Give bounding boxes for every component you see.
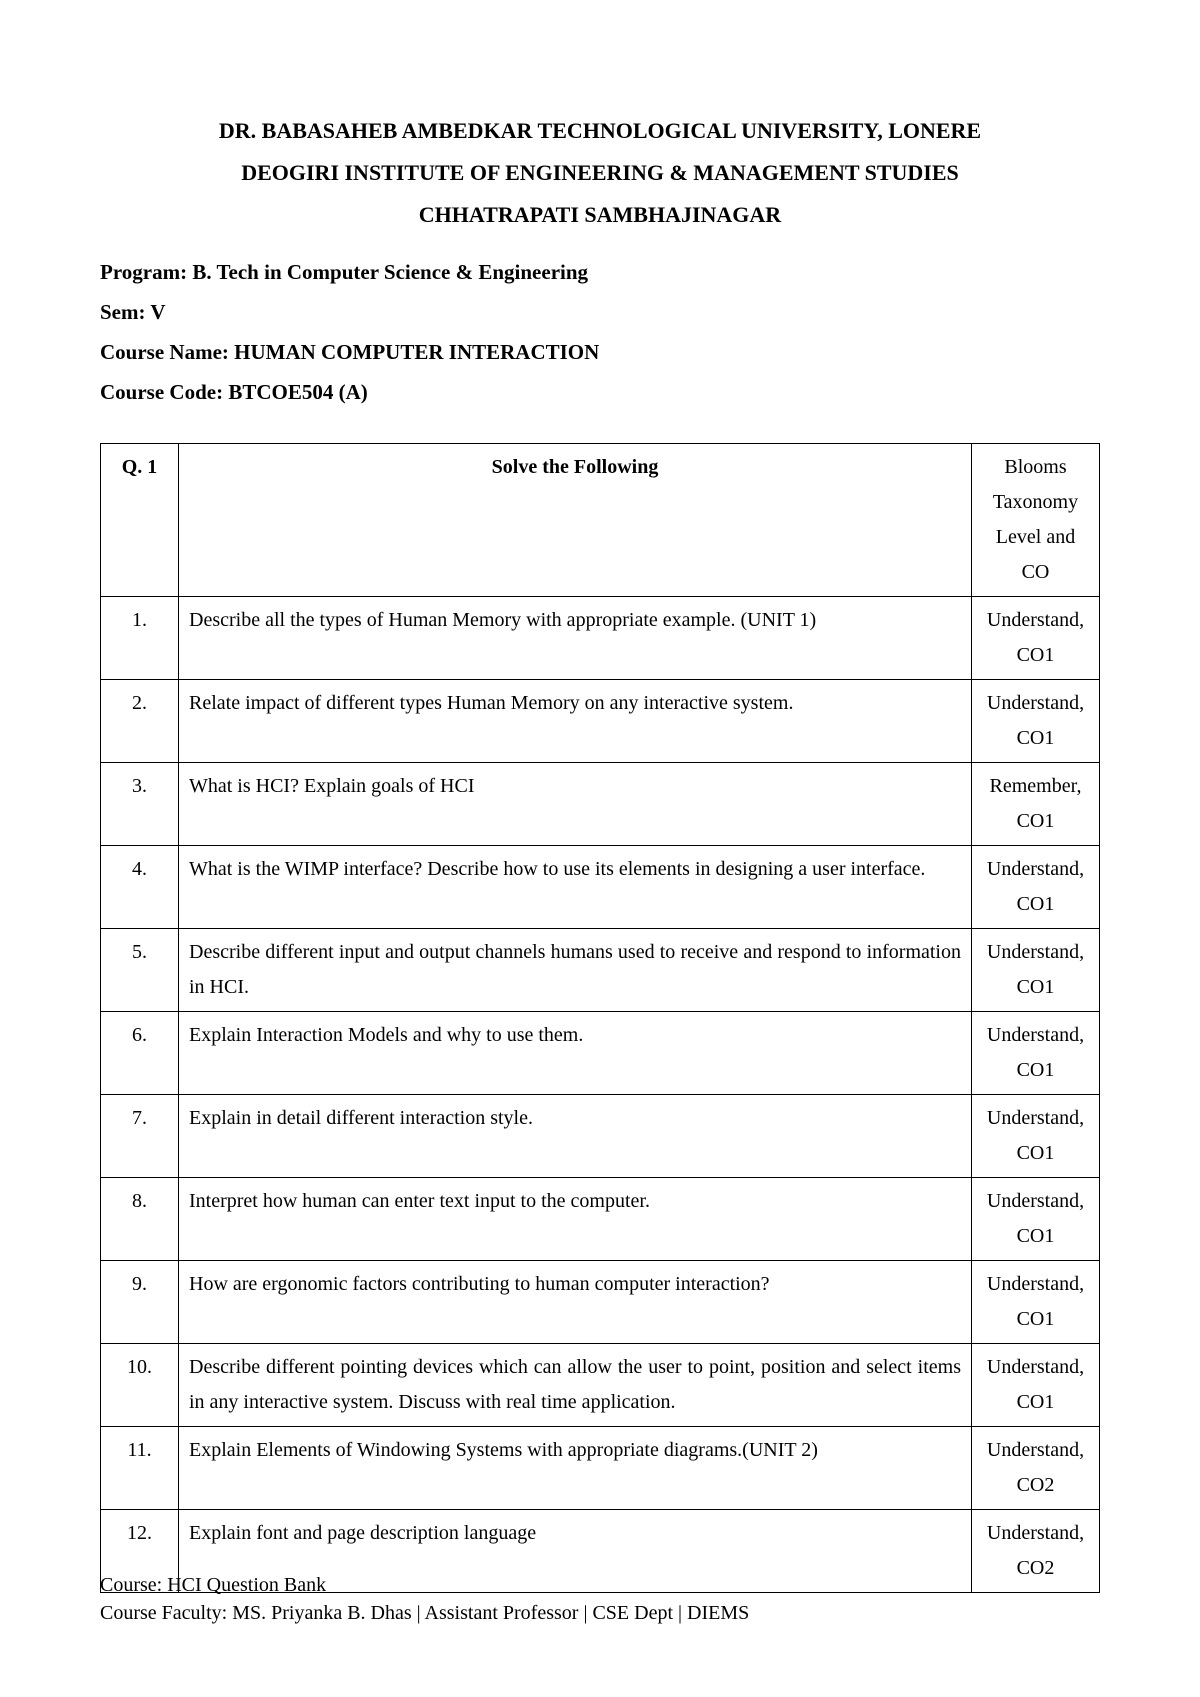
table-row: 4.What is the WIMP interface? Describe h… <box>101 845 1100 928</box>
table-row: 8.Interpret how human can enter text inp… <box>101 1177 1100 1260</box>
table-row: 2.Relate impact of different types Human… <box>101 679 1100 762</box>
blooms-level: Understand, CO1 <box>972 596 1100 679</box>
question-text: Explain Elements of Windowing Systems wi… <box>179 1426 972 1509</box>
question-text: What is HCI? Explain goals of HCI <box>179 762 972 845</box>
document-header: DR. BABASAHEB AMBEDKAR TECHNOLOGICAL UNI… <box>100 110 1100 235</box>
question-number: 8. <box>101 1177 179 1260</box>
blooms-level: Remember, CO1 <box>972 762 1100 845</box>
table-header-row: Q. 1Solve the FollowingBlooms Taxonomy L… <box>101 443 1100 596</box>
question-number: 6. <box>101 1011 179 1094</box>
question-text: Describe different input and output chan… <box>179 928 972 1011</box>
city-name: CHHATRAPATI SAMBHAJINAGAR <box>100 194 1100 236</box>
table-row: 6.Explain Interaction Models and why to … <box>101 1011 1100 1094</box>
table-row: 9.How are ergonomic factors contributing… <box>101 1260 1100 1343</box>
blooms-level: Understand, CO2 <box>972 1509 1100 1592</box>
table-row: 1.Describe all the types of Human Memory… <box>101 596 1100 679</box>
blooms-level: Understand, CO1 <box>972 928 1100 1011</box>
table-row: 3.What is HCI? Explain goals of HCIRemem… <box>101 762 1100 845</box>
question-text: Describe different pointing devices whic… <box>179 1343 972 1426</box>
question-number: 2. <box>101 679 179 762</box>
table-row: 7.Explain in detail different interactio… <box>101 1094 1100 1177</box>
blooms-level: Understand, CO1 <box>972 1011 1100 1094</box>
program-line: Program: B. Tech in Computer Science & E… <box>100 253 1100 293</box>
blooms-level: Understand, CO1 <box>972 845 1100 928</box>
footer-faculty: Course Faculty: MS. Priyanka B. Dhas | A… <box>100 1599 749 1627</box>
sem-line: Sem: V <box>100 293 1100 333</box>
question-number: 4. <box>101 845 179 928</box>
blooms-level: Understand, CO2 <box>972 1426 1100 1509</box>
question-number: 3. <box>101 762 179 845</box>
blooms-level: Understand, CO1 <box>972 1343 1100 1426</box>
question-text: What is the WIMP interface? Describe how… <box>179 845 972 928</box>
table-row: 5.Describe different input and output ch… <box>101 928 1100 1011</box>
question-number: 1. <box>101 596 179 679</box>
header-blooms: Blooms Taxonomy Level and CO <box>972 443 1100 596</box>
course-code-line: Course Code: BTCOE504 (A) <box>100 373 1100 413</box>
footer-course: Course: HCI Question Bank <box>100 1571 749 1599</box>
table-row: 10.Describe different pointing devices w… <box>101 1343 1100 1426</box>
question-text: Explain in detail different interaction … <box>179 1094 972 1177</box>
course-meta: Program: B. Tech in Computer Science & E… <box>100 253 1100 413</box>
table-row: 11.Explain Elements of Windowing Systems… <box>101 1426 1100 1509</box>
header-qno: Q. 1 <box>101 443 179 596</box>
university-name: DR. BABASAHEB AMBEDKAR TECHNOLOGICAL UNI… <box>100 110 1100 152</box>
question-number: 11. <box>101 1426 179 1509</box>
question-text: Explain Interaction Models and why to us… <box>179 1011 972 1094</box>
page-footer: Course: HCI Question Bank Course Faculty… <box>100 1571 749 1627</box>
institute-name: DEOGIRI INSTITUTE OF ENGINEERING & MANAG… <box>100 152 1100 194</box>
blooms-level: Understand, CO1 <box>972 1177 1100 1260</box>
question-number: 5. <box>101 928 179 1011</box>
question-text: How are ergonomic factors contributing t… <box>179 1260 972 1343</box>
blooms-level: Understand, CO1 <box>972 679 1100 762</box>
question-number: 9. <box>101 1260 179 1343</box>
blooms-level: Understand, CO1 <box>972 1260 1100 1343</box>
question-table: Q. 1Solve the FollowingBlooms Taxonomy L… <box>100 443 1100 1593</box>
header-title: Solve the Following <box>179 443 972 596</box>
blooms-level: Understand, CO1 <box>972 1094 1100 1177</box>
question-number: 7. <box>101 1094 179 1177</box>
question-number: 10. <box>101 1343 179 1426</box>
question-text: Relate impact of different types Human M… <box>179 679 972 762</box>
question-text: Describe all the types of Human Memory w… <box>179 596 972 679</box>
course-name-line: Course Name: HUMAN COMPUTER INTERACTION <box>100 333 1100 373</box>
question-text: Interpret how human can enter text input… <box>179 1177 972 1260</box>
